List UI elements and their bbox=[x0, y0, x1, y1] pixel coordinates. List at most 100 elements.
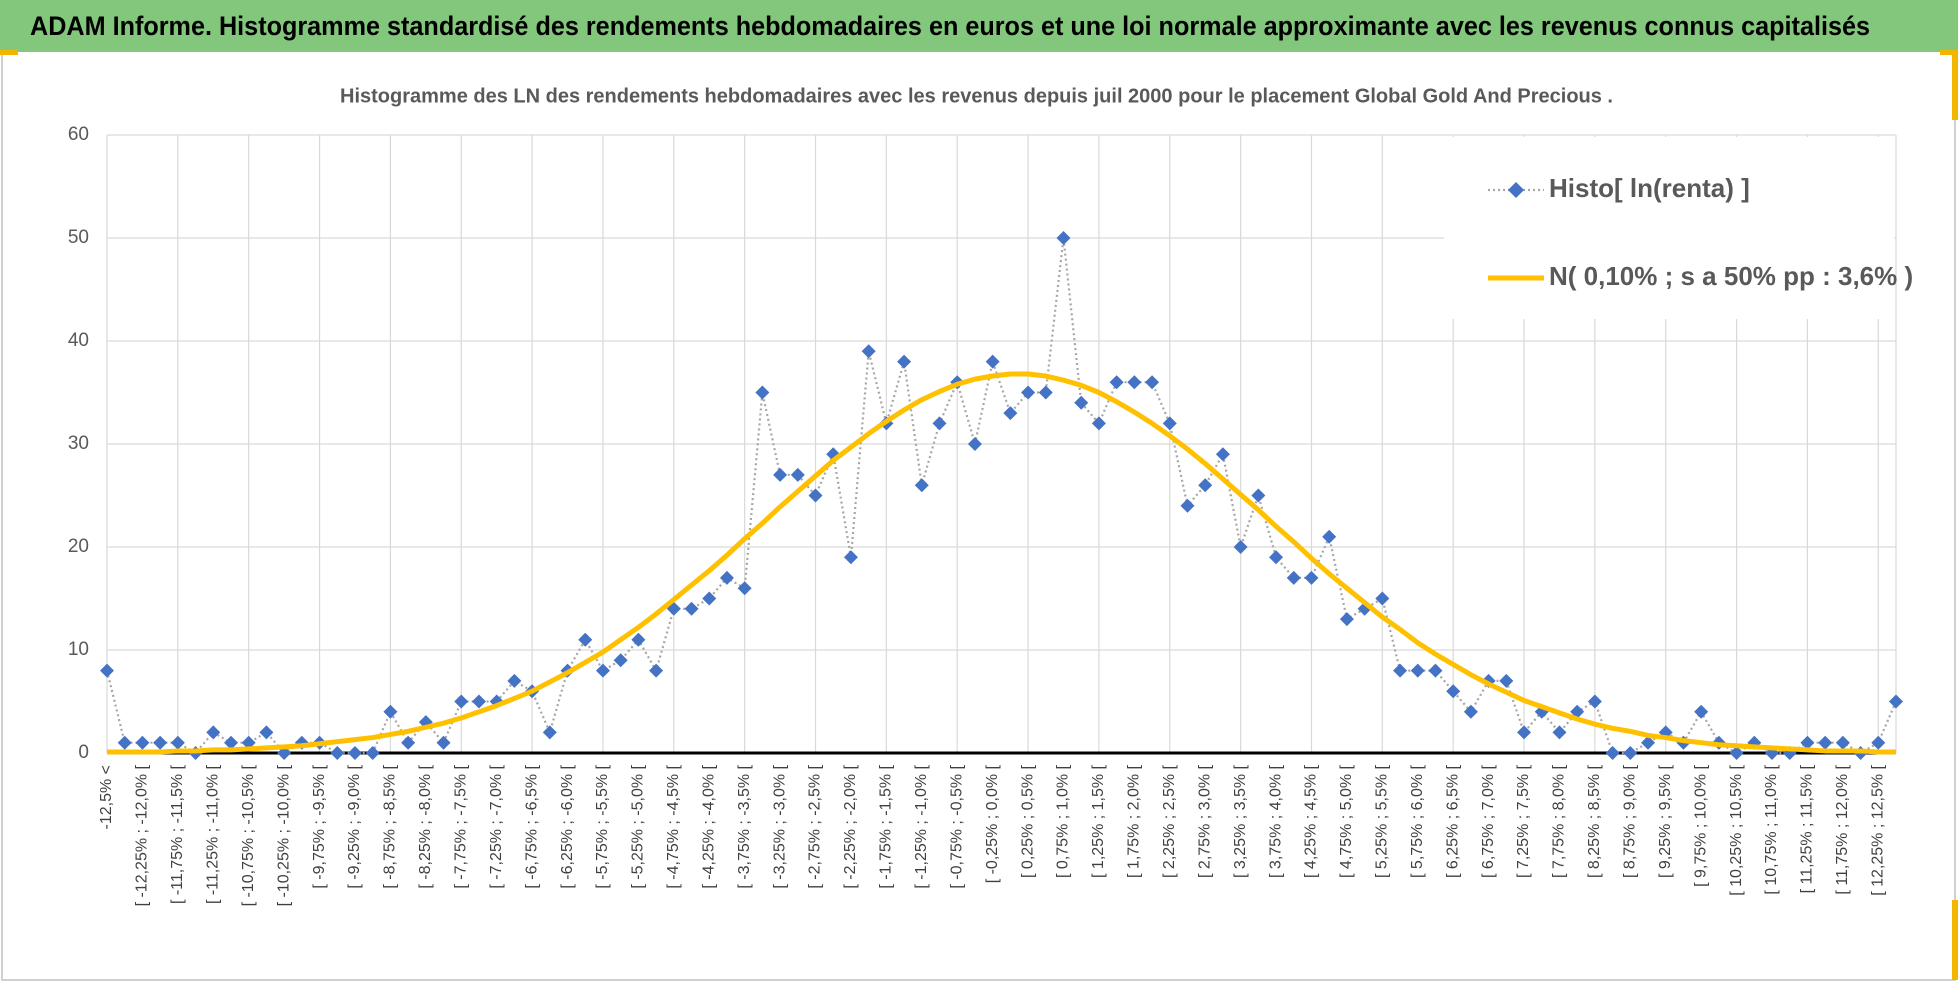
data-point bbox=[755, 385, 770, 400]
corner-mark bbox=[1940, 50, 1958, 55]
data-point bbox=[1056, 231, 1071, 245]
x-tick-label: [ 7,75% ; 8,0% [ bbox=[1551, 764, 1568, 878]
data-point bbox=[631, 632, 646, 647]
corner-mark bbox=[0, 50, 18, 55]
y-tick-label: 0 bbox=[78, 742, 89, 763]
data-point bbox=[1145, 375, 1160, 390]
data-point bbox=[1463, 704, 1478, 719]
x-tick-label: [ 12,25% ; 12,5% [ bbox=[1870, 764, 1887, 895]
x-tick-label: [ -0,75% ; -0,5% [ bbox=[948, 764, 965, 888]
x-tick-label: [ -10,75% ; -10,5% [ bbox=[240, 764, 257, 906]
data-point bbox=[454, 694, 469, 709]
data-point bbox=[330, 746, 345, 760]
data-point bbox=[1269, 550, 1284, 565]
x-tick-label: [ 6,25% ; 6,5% [ bbox=[1444, 764, 1461, 878]
data-point bbox=[1322, 529, 1337, 544]
x-tick-label: [ 5,75% ; 6,0% [ bbox=[1409, 764, 1426, 878]
data-point bbox=[1198, 478, 1213, 493]
y-tick-label: 60 bbox=[68, 124, 89, 145]
x-tick-label: -12,5% < bbox=[98, 765, 115, 829]
x-tick-label: [ 5,25% ; 5,5% [ bbox=[1374, 764, 1391, 878]
data-point bbox=[1552, 725, 1567, 740]
x-tick-label: [ -8,25% ; -8,0% [ bbox=[417, 764, 434, 888]
corner-mark bbox=[1952, 50, 1958, 120]
x-tick-label: [ 4,25% ; 4,5% [ bbox=[1303, 764, 1320, 878]
legend-label: Histo[ ln(renta) ] bbox=[1549, 173, 1750, 203]
y-tick-label: 40 bbox=[68, 330, 89, 351]
data-point bbox=[1038, 385, 1053, 400]
data-point bbox=[1127, 375, 1142, 390]
data-point bbox=[1605, 746, 1620, 760]
data-point bbox=[861, 344, 876, 359]
data-point bbox=[1021, 385, 1036, 400]
data-point bbox=[1446, 684, 1461, 699]
data-point bbox=[1729, 746, 1744, 760]
x-tick-label: [ -1,75% ; -1,5% [ bbox=[878, 764, 895, 888]
x-tick-label: [ -5,75% ; -5,5% [ bbox=[594, 764, 611, 888]
data-point bbox=[223, 735, 238, 750]
series-line bbox=[107, 371, 1896, 755]
x-tick-label: [ 3,25% ; 3,5% [ bbox=[1232, 764, 1249, 878]
data-point bbox=[1835, 735, 1850, 750]
data-point bbox=[1339, 612, 1354, 627]
x-tick-label: [ 10,25% ; 10,5% [ bbox=[1728, 764, 1745, 895]
data-point bbox=[117, 735, 132, 750]
data-point bbox=[702, 591, 717, 606]
data-point bbox=[1517, 725, 1532, 740]
x-tick-label: [ -6,25% ; -6,0% [ bbox=[559, 764, 576, 888]
data-point bbox=[471, 694, 486, 709]
chart-subtitle: Histogramme des LN des rendements hebdom… bbox=[340, 85, 1613, 107]
x-tick-label: [ -9,75% ; -9,5% [ bbox=[311, 764, 328, 888]
data-point bbox=[1109, 375, 1124, 390]
data-point bbox=[436, 735, 451, 750]
x-tick-label: [ 6,75% ; 7,0% [ bbox=[1480, 764, 1497, 878]
data-point bbox=[967, 437, 982, 451]
data-point bbox=[613, 653, 628, 668]
x-tick-label: [ -3,75% ; -3,5% [ bbox=[736, 764, 753, 888]
chart-title: ADAM Informe. Histogramme standardisé de… bbox=[30, 11, 1870, 41]
data-point bbox=[843, 550, 858, 565]
data-point bbox=[259, 725, 274, 740]
corner-mark bbox=[1952, 900, 1958, 980]
data-point bbox=[595, 663, 610, 678]
data-point bbox=[1091, 416, 1106, 431]
data-point bbox=[1233, 540, 1248, 554]
x-tick-label: [ -7,25% ; -7,0% [ bbox=[488, 764, 505, 888]
x-tick-label: [ -3,25% ; -3,0% [ bbox=[771, 764, 788, 888]
x-tick-label: [ -9,25% ; -9,0% [ bbox=[346, 764, 363, 888]
legend: Histo[ ln(renta) ] N( 0,10% ; s a 50% pp … bbox=[1444, 137, 1913, 319]
series-line bbox=[105, 237, 1898, 755]
x-tick-label: [ -11,25% ; -11,0% [ bbox=[204, 764, 221, 904]
x-tick-label: [ 8,25% ; 8,5% [ bbox=[1586, 764, 1603, 878]
data-point bbox=[578, 632, 593, 647]
x-tick-label: [ -4,75% ; -4,5% [ bbox=[665, 764, 682, 888]
data-point bbox=[135, 735, 150, 750]
data-point bbox=[1286, 570, 1301, 585]
data-point bbox=[719, 570, 734, 585]
legend-key bbox=[1508, 182, 1524, 198]
data-point bbox=[365, 746, 380, 760]
data-point bbox=[153, 735, 168, 750]
data-point bbox=[1800, 735, 1815, 750]
x-tick-label: [ -0,25% ; 0,0% [ bbox=[984, 764, 1001, 883]
data-point bbox=[1587, 694, 1602, 709]
data-point bbox=[1871, 735, 1886, 750]
data-point bbox=[649, 663, 664, 678]
data-point bbox=[170, 735, 185, 750]
x-tick-label: [ -1,25% ; -1,0% [ bbox=[913, 764, 930, 888]
data-point bbox=[1393, 663, 1408, 678]
data-point bbox=[914, 478, 929, 493]
data-point bbox=[773, 467, 788, 482]
x-tick-label: [ -2,25% ; -2,0% [ bbox=[842, 764, 859, 888]
legend-label: N( 0,10% ; s a 50% pp : 3,6% ) bbox=[1549, 261, 1913, 291]
x-tick-label: [ 11,25% ; 11,5% [ bbox=[1799, 764, 1816, 893]
data-point bbox=[808, 488, 823, 503]
data-point bbox=[790, 467, 805, 482]
data-point bbox=[1499, 673, 1514, 688]
x-tick-label: [ 0,25% ; 0,5% [ bbox=[1019, 764, 1036, 878]
data-point bbox=[897, 354, 912, 369]
x-tick-label: [ -11,75% ; -11,5% [ bbox=[169, 764, 186, 904]
x-tick-label: [ 3,75% ; 4,0% [ bbox=[1267, 764, 1284, 878]
data-point bbox=[684, 601, 699, 616]
